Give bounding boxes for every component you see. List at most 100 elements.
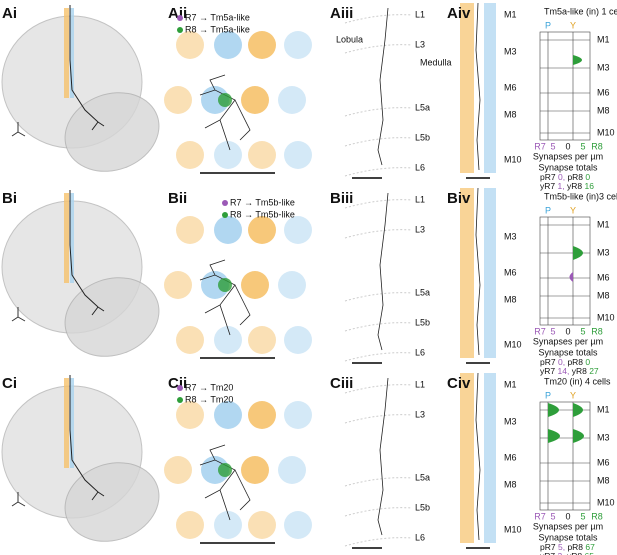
layer-label: M1	[504, 379, 517, 389]
column-label: Y	[570, 205, 576, 215]
legend-dot	[222, 200, 228, 206]
axes-icon	[11, 492, 26, 507]
legend-dot	[177, 385, 183, 391]
axes-icon	[11, 122, 26, 137]
totals-title: Synapse totals	[538, 162, 598, 172]
layer-label: M1	[597, 219, 610, 229]
layer-line	[344, 414, 413, 424]
axis-label: 5	[580, 141, 585, 151]
column	[248, 511, 276, 539]
column	[164, 86, 192, 114]
column	[248, 141, 276, 169]
column	[176, 326, 204, 354]
axes-icon	[11, 307, 26, 322]
synapse-cluster	[218, 278, 232, 292]
layer-label: L1	[415, 9, 425, 19]
layer-label: M6	[597, 272, 610, 282]
column-p	[70, 193, 74, 283]
column-p	[484, 373, 496, 543]
layer-label: L1	[415, 194, 425, 204]
axis-label: 0	[565, 326, 570, 336]
column	[278, 271, 306, 299]
layer-label: M6	[597, 87, 610, 97]
panel-label: Ci	[2, 375, 17, 392]
plot-title: Tm5a-like (in) 1 cell	[544, 6, 617, 16]
column-p	[70, 8, 74, 98]
legend-dot	[177, 397, 183, 403]
totals-part: 0,	[558, 357, 565, 367]
column	[214, 31, 242, 59]
totals-part: 0,	[558, 172, 565, 182]
layer-label: L6	[415, 532, 425, 542]
column	[278, 86, 306, 114]
layer-label: M3	[597, 247, 610, 257]
totals-part: yR8	[567, 551, 582, 555]
column-y	[460, 373, 474, 543]
layer-label: M10	[504, 339, 522, 349]
layer-line	[344, 322, 413, 332]
brain-lobe	[64, 462, 160, 542]
neuron-medulla	[475, 2, 481, 171]
layer-label: M3	[597, 62, 610, 72]
column	[284, 401, 312, 429]
legend-label: R8 → Tm5b-like	[230, 209, 295, 219]
column	[176, 141, 204, 169]
column	[248, 326, 276, 354]
axis-label: R8	[591, 141, 603, 151]
totals-line: pR7 0, pR8 0	[540, 172, 590, 182]
panel-label: Bi	[2, 190, 17, 207]
synapse-cluster	[218, 463, 232, 477]
totals-part: 3,	[558, 551, 565, 555]
column-y	[64, 193, 69, 283]
panel-label: Biv	[447, 190, 471, 207]
totals-part: 27	[589, 366, 599, 376]
histogram	[573, 429, 584, 443]
column	[201, 271, 229, 299]
layer-label: L5a	[415, 102, 430, 112]
layer-label: M3	[504, 416, 517, 426]
neuron-medulla	[475, 372, 481, 541]
histogram	[569, 272, 573, 282]
panel-label: Ciii	[330, 375, 353, 392]
totals-title: Synapse totals	[538, 347, 598, 357]
histogram	[573, 55, 582, 65]
totals-part: pR8	[567, 542, 583, 552]
column	[214, 326, 242, 354]
legend-label: R8 → Tm5a-like	[185, 24, 250, 34]
column	[201, 456, 229, 484]
neuron-arbor	[199, 444, 251, 521]
neuron-lobula	[377, 377, 389, 536]
layer-label: M10	[597, 312, 615, 322]
totals-part: pR8	[567, 357, 583, 367]
layer-label: M8	[597, 475, 610, 485]
neuron-arbor	[199, 74, 251, 151]
legend-label: R7 → Tm5a-like	[185, 12, 250, 22]
legend-dot	[177, 27, 183, 33]
layer-line	[344, 137, 413, 147]
layer-label: L5b	[415, 132, 430, 142]
column-y	[460, 3, 474, 173]
plot-frame	[539, 401, 591, 511]
histogram	[548, 429, 560, 443]
layer-label: M1	[597, 404, 610, 414]
column	[176, 216, 204, 244]
histogram	[548, 403, 559, 417]
layer-line	[344, 292, 413, 302]
totals-line: yR7 14, yR8 27	[540, 366, 599, 376]
layer-label: L5a	[415, 287, 430, 297]
column	[241, 456, 269, 484]
totals-line: pR7 0, pR8 0	[540, 357, 590, 367]
totals-part: yR7	[540, 181, 555, 191]
layer-label: M1	[504, 9, 517, 19]
column-label: P	[545, 205, 551, 215]
totals-part: 5,	[558, 542, 565, 552]
layer-label: M10	[597, 127, 615, 137]
axis-label: 5	[580, 511, 585, 521]
layer-label: M10	[504, 154, 522, 164]
layer-label: L5a	[415, 472, 430, 482]
layer-label: M8	[504, 109, 517, 119]
column	[164, 271, 192, 299]
neuron-medulla	[475, 187, 481, 356]
column	[284, 141, 312, 169]
